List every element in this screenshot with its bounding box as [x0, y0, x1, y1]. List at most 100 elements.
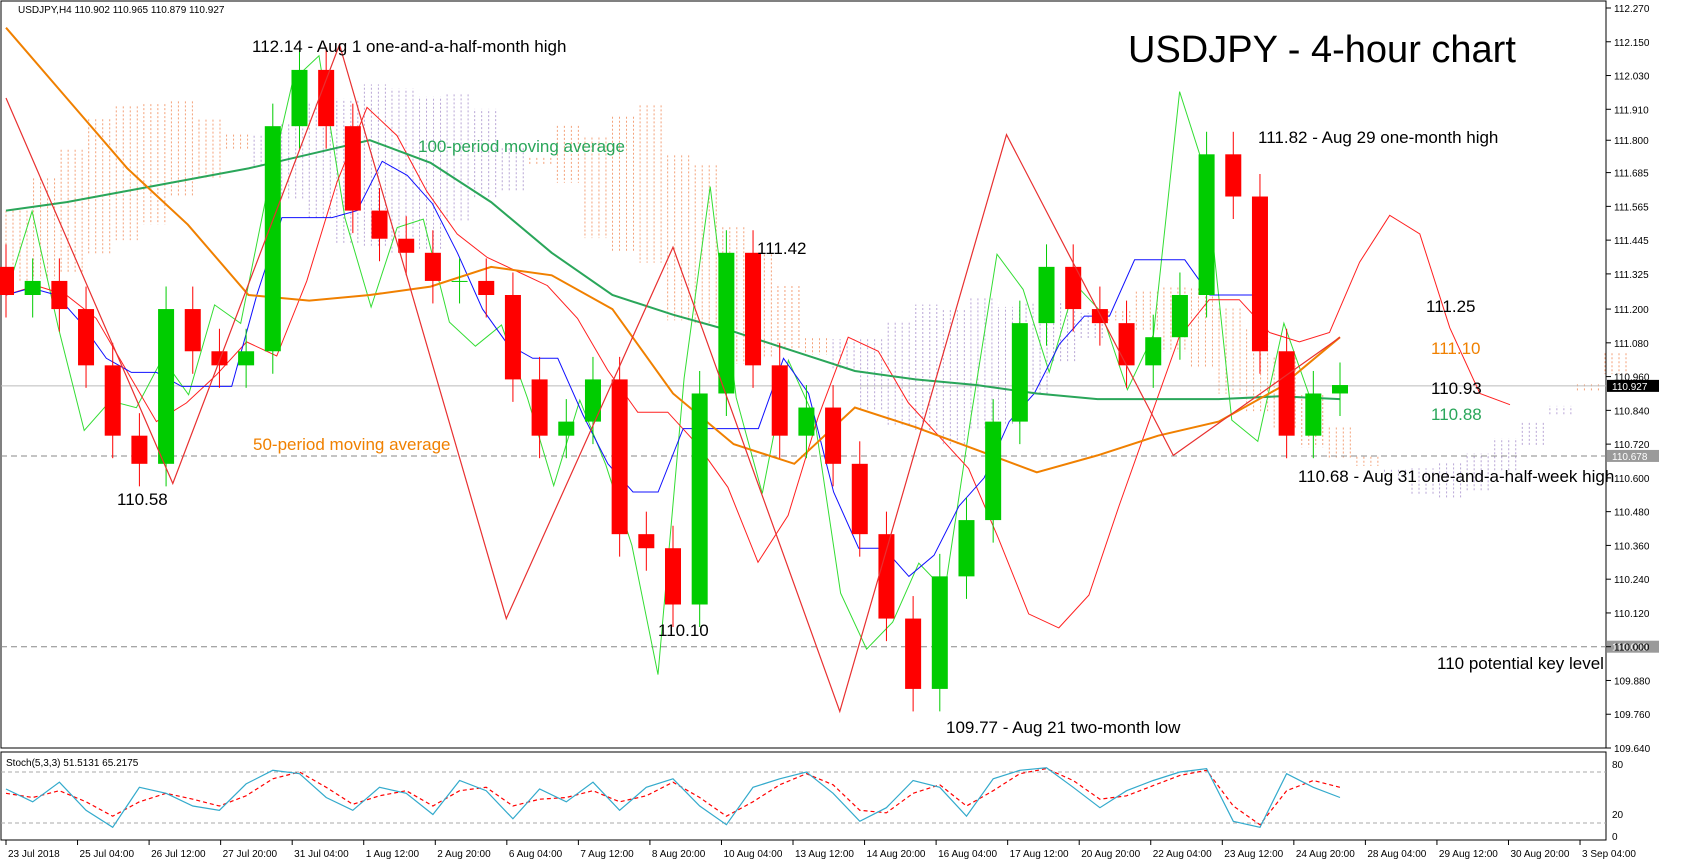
stoch-lines [1, 767, 1606, 829]
candle-body [985, 421, 1002, 521]
candle-body [798, 407, 815, 436]
price-tick-label: 110.240 [1614, 575, 1650, 586]
time-tick-label: 8 Aug 20:00 [652, 849, 706, 860]
candle-body [131, 435, 148, 464]
page-title: USDJPY - 4-hour chart [1128, 29, 1516, 71]
time-tick-label: 16 Aug 04:00 [938, 849, 997, 860]
time-tick-label: 27 Jul 20:00 [223, 849, 278, 860]
ma50-line [5, 27, 1341, 474]
time-tick-label: 29 Aug 12:00 [1439, 849, 1498, 860]
candle-body [1171, 294, 1188, 338]
price-tick-label: 111.080 [1614, 339, 1649, 350]
candle-body [291, 69, 308, 127]
annotation-level-11110: 111.10 [1431, 339, 1480, 358]
price-tick-label: 110.960 [1614, 373, 1650, 384]
time-tick-label: 10 Aug 04:00 [723, 849, 782, 860]
candle-body [905, 618, 922, 689]
candle-body [1278, 351, 1295, 436]
time-tick-label: 20 Aug 20:00 [1081, 849, 1140, 860]
time-tick-label: 24 Aug 20:00 [1296, 849, 1355, 860]
candle-body [371, 210, 388, 239]
candle-body [558, 421, 575, 436]
candle-body [691, 393, 708, 605]
candle-body [745, 252, 762, 366]
time-tick-label: 30 Aug 20:00 [1510, 849, 1569, 860]
level-tag [1607, 640, 1659, 653]
time-tick-label: 31 Jul 04:00 [294, 849, 349, 860]
candle-body [318, 69, 335, 127]
price-tick-label: 112.150 [1614, 38, 1650, 49]
candle-body [344, 126, 361, 211]
candles [0, 47, 1349, 712]
current-price-tag [1607, 379, 1659, 392]
price-axis: 112.270 112.150 112.030 111.910 111.800 111.6… [1606, 4, 1651, 755]
candle-body [451, 280, 468, 282]
candle-body [851, 463, 868, 535]
price-tick-label: 112.270 [1614, 4, 1650, 15]
time-tick-label: 28 Aug 04:00 [1367, 849, 1426, 860]
candle-body [1145, 337, 1162, 366]
candle-body [531, 379, 548, 436]
annotation-high-aug29: 111.82 - Aug 29 one-month high [1258, 128, 1498, 147]
time-tick-label: 13 Aug 12:00 [795, 849, 854, 860]
price-tick-label: 109.640 [1614, 744, 1651, 755]
annotation-level-11093: 110.93 [1431, 379, 1482, 398]
candle-body [0, 266, 15, 295]
time-tick-label: 23 Aug 12:00 [1224, 849, 1283, 860]
annotation-level-11088: 110.88 [1431, 405, 1482, 424]
symbol-line: USDJPY,H4 110.902 110.965 110.879 110.92… [18, 5, 225, 16]
level-tag [1607, 449, 1659, 462]
indicator-lines [5, 27, 1511, 675]
annotation-ma100: 100-period moving average [418, 137, 625, 156]
candle-body [51, 280, 68, 310]
candle-body [1198, 154, 1215, 295]
time-axis: 23 Jul 2018 25 Jul 04:00 26 Jul 12:00 27 Ju… [5, 840, 1636, 860]
candle-body [211, 351, 228, 366]
candle-body [931, 576, 948, 689]
stoch-scale-80: 80 [1612, 760, 1624, 771]
candle-body [1225, 154, 1242, 197]
candle-body [1011, 323, 1028, 422]
price-tick-label: 110.000 [1614, 643, 1650, 654]
annotation-key-110: 110 potential key level [1437, 654, 1604, 673]
time-tick-label: 14 Aug 20:00 [867, 849, 926, 860]
candle-body [1038, 266, 1055, 324]
annotation-high-aug14: 111.42 [757, 239, 806, 258]
candle-body [78, 309, 95, 366]
current-price-label: 110.927 [1612, 382, 1648, 393]
time-tick-label: 2 Aug 20:00 [437, 849, 491, 860]
candle-body [424, 252, 441, 281]
candle-body [664, 548, 682, 605]
candle-body [771, 365, 788, 436]
candle-body [1305, 393, 1322, 436]
price-tick-label: 110.840 [1614, 406, 1650, 417]
annotation-low-aug21: 109.77 - Aug 21 two-month low [946, 718, 1181, 737]
candle-body [398, 238, 415, 253]
ichimoku-cloud [5, 84, 1627, 498]
stoch-scale-0: 0 [1612, 832, 1618, 843]
annotation-ma50: 50-period moving average [253, 435, 451, 454]
time-tick-label: 23 Jul 2018 [8, 849, 60, 860]
time-tick-label: 22 Aug 04:00 [1153, 849, 1212, 860]
level-tag-label: 110.000 [1612, 643, 1648, 654]
stoch-scale-20: 20 [1612, 810, 1624, 821]
price-tick-label: 110.480 [1614, 508, 1650, 519]
price-tick-label: 111.445 [1614, 236, 1649, 247]
price-tick-label: 110.360 [1614, 541, 1650, 552]
annotation-low-jul26: 110.58 [117, 490, 168, 509]
time-tick-label: 3 Sep 04:00 [1582, 849, 1636, 860]
time-tick-label: 6 Aug 04:00 [509, 849, 563, 860]
annotation-low-aug13: 110.10 [658, 621, 709, 640]
candle-body [1331, 385, 1349, 394]
candle-body [718, 252, 735, 394]
price-tick-label: 111.565 [1614, 202, 1649, 213]
price-tick-label: 111.800 [1614, 136, 1649, 147]
candle-body [24, 280, 41, 295]
annotation-level-11125: 111.25 [1426, 297, 1475, 316]
candle-body [958, 520, 975, 577]
chikou-line [5, 54, 1311, 675]
time-tick-label: 17 Aug 12:00 [1010, 849, 1069, 860]
level-tag-label: 110.678 [1612, 452, 1648, 463]
price-tick-label: 110.600 [1614, 474, 1650, 485]
